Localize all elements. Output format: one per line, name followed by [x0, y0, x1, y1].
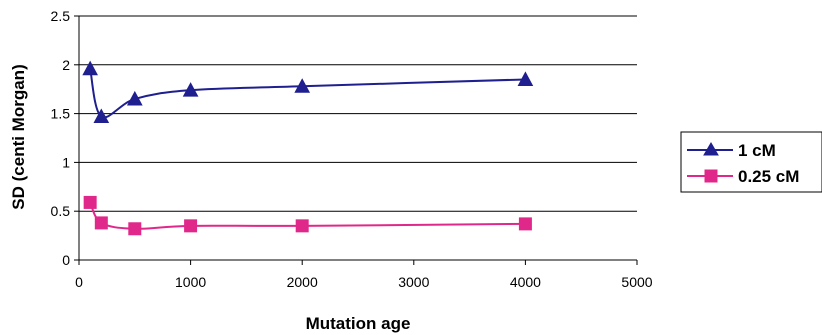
series-group: [82, 60, 534, 236]
tick-labels: 0 0.5 1 1.5 2 2.5 0 1000 2000 3000 4000 5000: [51, 8, 653, 290]
x-tick-label-5: 5000: [621, 274, 652, 290]
series-1-point-6: [517, 71, 534, 86]
series-2-point-2: [94, 216, 108, 230]
x-tick-label-3: 3000: [398, 274, 429, 290]
legend-marker-series-1: [703, 142, 719, 156]
y-tick-label-1: 0.5: [51, 203, 71, 219]
series-1-point-2: [93, 108, 110, 124]
legend: 1 cM 0.25 cM: [680, 131, 822, 193]
x-tick-label-4: 4000: [510, 274, 541, 290]
gridlines: [79, 15, 637, 212]
y-tick-label-4: 2: [62, 57, 70, 73]
y-tick-label-0: 0: [62, 252, 70, 268]
series-1-point-3: [126, 90, 143, 106]
y-axis-title: SD (centi Morgan): [9, 64, 28, 209]
series-2-point-4: [184, 219, 198, 233]
y-tick-label-2: 1: [62, 154, 70, 170]
series-line-1: [89, 68, 526, 119]
axes: [74, 15, 638, 265]
series-2-point-6: [518, 217, 532, 231]
series-1-point-5: [294, 78, 311, 93]
series-1-point-1: [82, 60, 98, 76]
series-2-point-1: [83, 195, 97, 209]
series-1-point-4: [182, 82, 199, 97]
x-tick-label-1: 1000: [175, 274, 206, 290]
series-2-point-3: [128, 222, 142, 236]
series-2-point-5: [295, 219, 309, 233]
x-axis-title: Mutation age: [306, 314, 411, 333]
legend-label-series-2: 0.25 cM: [738, 167, 799, 186]
y-tick-label-5: 2.5: [51, 8, 71, 24]
y-tick-label-3: 1.5: [51, 106, 71, 122]
legend-label-series-1: 1 cM: [738, 141, 776, 160]
x-tick-label-0: 0: [75, 274, 83, 290]
x-tick-label-2: 2000: [287, 274, 318, 290]
legend-marker-series-2: [704, 169, 718, 183]
